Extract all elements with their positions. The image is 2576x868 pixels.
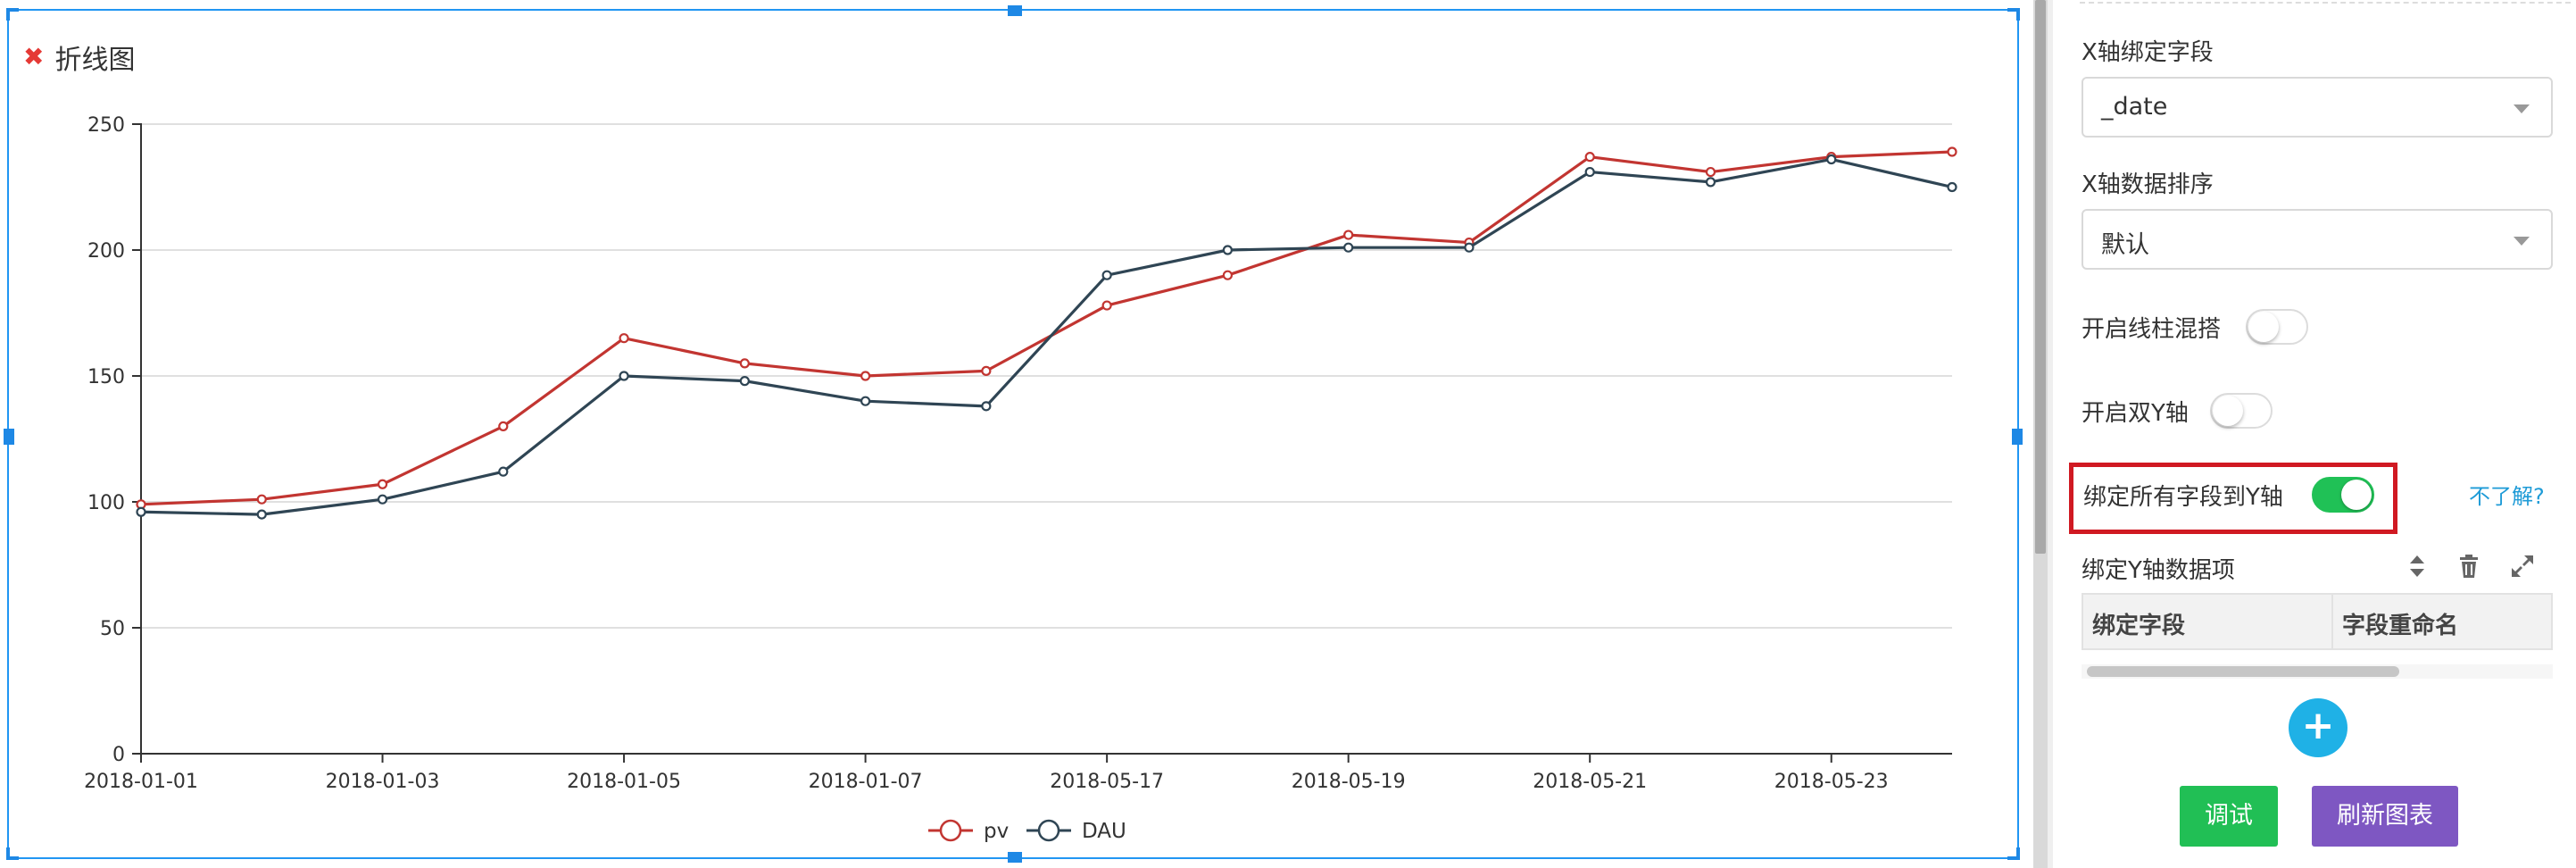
y-items-table: 绑定字段 字段重命名: [2082, 593, 2553, 691]
resize-corner-bottom-right[interactable]: [2007, 847, 2020, 860]
data-point-pv: [256, 494, 267, 505]
data-point-DAU: [1222, 245, 1234, 255]
expand-icon[interactable]: [2508, 552, 2537, 580]
data-point-pv: [1222, 270, 1234, 280]
data-point-DAU: [1101, 270, 1112, 280]
data-point-DAU: [256, 509, 267, 520]
horizontal-scrollbar-thumb[interactable]: [2087, 666, 2399, 677]
legend-label-pv: pv: [984, 820, 1009, 843]
data-point-DAU: [1464, 242, 1475, 253]
series-line-pv: [140, 150, 1953, 506]
chart-widget[interactable]: ✖ 折线图 0 50 100 150 200 250 2018-01-01 2018-01-0…: [4, 5, 2023, 863]
data-point-pv: [1343, 230, 1354, 240]
data-point-DAU: [1947, 181, 1957, 193]
legend-marker-pv: [939, 819, 962, 842]
table-header-separator: [2331, 595, 2333, 650]
sort-icon[interactable]: [2403, 552, 2431, 580]
series-line-DAU: [140, 157, 1953, 516]
close-icon[interactable]: ✖: [23, 42, 45, 71]
refresh-chart-button[interactable]: 刷新图表: [2312, 786, 2458, 847]
x-field-select[interactable]: _date: [2082, 77, 2553, 138]
chevron-down-icon: [2514, 104, 2530, 113]
x-tick-label: 2018-05-21: [1533, 771, 1647, 793]
x-sort-label: X轴数据排序: [2082, 171, 2214, 198]
vertical-scrollbar-thumb[interactable]: [2035, 0, 2046, 554]
data-point-pv: [1584, 152, 1595, 163]
y-tick-label: 0: [112, 744, 125, 766]
x-tick-label: 2018-05-17: [1050, 771, 1164, 793]
help-link[interactable]: 不了解?: [2469, 484, 2545, 509]
data-point-pv: [981, 365, 992, 376]
data-point-pv: [739, 358, 750, 369]
data-point-DAU: [860, 396, 871, 406]
x-tick-label: 2018-01-07: [809, 771, 923, 793]
data-point-pv: [377, 479, 388, 489]
data-point-pv: [498, 421, 509, 431]
mix-toggle[interactable]: [2246, 309, 2308, 345]
chart-header: ✖ 折线图: [23, 38, 135, 77]
y-tick-label: 150: [87, 366, 125, 388]
data-point-pv: [1101, 300, 1112, 311]
x-tick-label: 2018-01-01: [84, 771, 198, 793]
mix-toggle-label: 开启线柱混搭: [2082, 316, 2222, 343]
y-tick-label: 50: [100, 618, 125, 640]
legend-marker-DAU: [1037, 819, 1060, 842]
data-point-DAU: [619, 371, 629, 381]
x-tick-label: 2018-01-03: [326, 771, 440, 793]
chart-widget-title: 折线图: [54, 45, 136, 76]
data-point-DAU: [377, 494, 388, 505]
panel-top-divider: [2080, 2, 2571, 4]
x-tick-label: 2018-01-05: [567, 771, 681, 793]
resize-corner-top-left[interactable]: [6, 8, 19, 21]
data-point-pv: [860, 371, 871, 381]
debug-button[interactable]: 调试: [2180, 786, 2278, 847]
dual-y-toggle[interactable]: [2210, 393, 2273, 429]
x-tick-label: 2018-05-19: [1292, 771, 1406, 793]
resize-handle-top[interactable]: [1008, 5, 1022, 16]
data-point-DAU: [1705, 177, 1716, 188]
resize-handle-right[interactable]: [2012, 429, 2023, 445]
resize-corner-top-right[interactable]: [2007, 8, 2020, 21]
data-point-DAU: [1826, 154, 1837, 165]
y-tick-label: 100: [87, 492, 125, 514]
resize-handle-left[interactable]: [4, 429, 14, 445]
bind-all-toggle-label: 绑定所有字段到Y轴: [2083, 484, 2283, 511]
dual-y-toggle-label: 开启双Y轴: [2082, 400, 2189, 427]
data-point-DAU: [498, 466, 509, 477]
divider-edge: [2048, 0, 2053, 868]
x-tick-label: 2018-05-23: [1774, 771, 1889, 793]
y-tick-label: 250: [87, 114, 125, 137]
data-point-DAU: [1343, 242, 1354, 253]
data-point-DAU: [981, 401, 992, 412]
chevron-down-icon: [2514, 237, 2530, 246]
y-tick-label: 200: [87, 240, 125, 263]
resize-corner-bottom-left[interactable]: [6, 847, 19, 860]
table-header-row: 绑定字段 字段重命名: [2082, 593, 2553, 650]
highlight-box: [2069, 463, 2397, 534]
data-point-pv: [619, 333, 629, 344]
add-y-item-button[interactable]: +: [2289, 698, 2347, 757]
line-chart: 0 50 100 150 200 250 2018-01-01 2018-01-03 2018-…: [84, 114, 1957, 843]
data-point-DAU: [1584, 166, 1595, 178]
bind-all-toggle[interactable]: [2312, 477, 2374, 513]
data-point-pv: [1947, 146, 1957, 157]
data-point-DAU: [136, 506, 146, 517]
x-field-label: X轴绑定字段: [2082, 39, 2214, 66]
trash-icon[interactable]: [2455, 552, 2483, 580]
x-sort-select[interactable]: 默认: [2082, 209, 2553, 270]
y-items-label: 绑定Y轴数据项: [2082, 557, 2235, 584]
data-point-DAU: [739, 376, 750, 387]
resize-handle-bottom[interactable]: [1008, 852, 1022, 863]
table-header-bind-field: 绑定字段: [2092, 613, 2186, 639]
legend-label-DAU: DAU: [1082, 820, 1126, 843]
x-field-value: _date: [2101, 93, 2168, 121]
data-point-pv: [1705, 166, 1716, 178]
x-sort-value: 默认: [2101, 231, 2149, 259]
table-header-rename: 字段重命名: [2342, 613, 2459, 639]
